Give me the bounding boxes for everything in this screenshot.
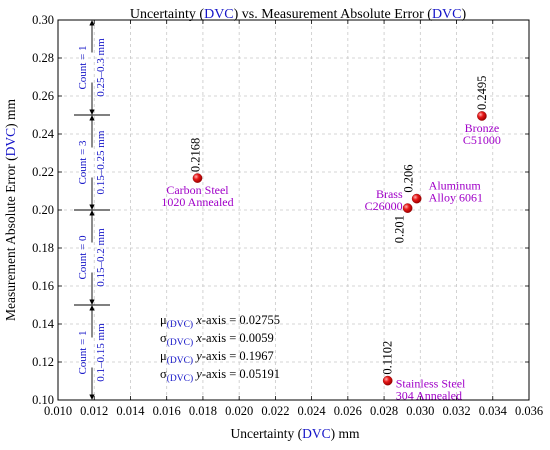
data-point-marker	[402, 203, 413, 213]
segment-range-label: 0.25–0.3 mm	[95, 38, 107, 97]
y-tick-label: 0.20	[32, 203, 54, 217]
x-tick-label: 0.014	[116, 404, 145, 418]
y-axis-label: Measurement Absolute Error (DVC) mm	[3, 99, 18, 321]
segment-count-label: Count = 1	[77, 330, 89, 374]
segment-count-label: Count = 3	[77, 140, 89, 185]
gridlines	[58, 20, 529, 400]
segment-count-label: Count = 1	[77, 45, 89, 89]
x-tick-label: 0.020	[225, 404, 253, 418]
y-tick-label: 0.10	[32, 393, 54, 407]
y-tick-label: 0.18	[32, 241, 54, 255]
data-point-marker	[382, 375, 393, 386]
data-point-name-label: C51000	[463, 133, 501, 147]
x-tick-label: 0.012	[80, 404, 108, 418]
y-tick-label: 0.12	[32, 355, 54, 369]
chart-title: Uncertainty (DVC) vs. Measurement Absolu…	[130, 7, 467, 22]
statistic-line: σ(DVC) x-axis = 0.0059	[160, 331, 274, 348]
x-axis-label: Uncertainty (DVC) mm	[231, 426, 360, 441]
x-tick-label: 0.032	[442, 404, 470, 418]
y-tick-label: 0.16	[32, 279, 54, 293]
data-point-name-label: 304 Annealed	[396, 389, 462, 403]
x-axis-ticks: 0.010 0.012 0.014 0.016 0.018 0.020 0.022 0.024…	[44, 20, 543, 418]
segment-range-label: 0.15–0.25 mm	[95, 130, 107, 194]
y-tick-label: 0.28	[32, 51, 54, 65]
data-point-value-label: 0.1102	[381, 341, 395, 375]
x-tick-label: 0.016	[153, 404, 181, 418]
data-point-name-label: C26000	[365, 199, 403, 213]
data-point-name-label: Brass	[376, 187, 403, 201]
y-tick-label: 0.22	[32, 165, 54, 179]
data-point-name-label: Alloy 6061	[429, 191, 483, 205]
statistic-line: σ(DVC) y-axis = 0.05191	[160, 367, 280, 384]
y-tick-label: 0.24	[32, 127, 55, 141]
statistic-line: μ(DVC) y-axis = 0.1967	[160, 349, 274, 366]
y-tick-label: 0.26	[32, 89, 54, 103]
data-point-value-label: 0.2495	[475, 76, 489, 110]
count-range-segments: Count = 1 0.25–0.3 mm Count = 3 0.15–0.25 m…	[74, 19, 110, 401]
segment-range-label: 0.1–0.15 mm	[95, 323, 107, 382]
data-point-marker	[192, 173, 203, 183]
statistic-line: μ(DVC) x-axis = 0.02755	[160, 313, 280, 330]
data-point-name-label: Stainless Steel	[396, 377, 466, 391]
data-point-value-label: 0.201	[393, 215, 407, 243]
x-tick-label: 0.026	[334, 404, 362, 418]
y-tick-label: 0.14	[32, 317, 55, 331]
x-tick-label: 0.010	[44, 404, 72, 418]
x-tick-label: 0.022	[261, 404, 289, 418]
data-point-name-label: Bronze	[465, 121, 500, 135]
y-axis-ticks: 0.10 0.12 0.14 0.16 0.18 0.20 0.22 0.24 0.26 0.28…	[32, 13, 529, 407]
data-point-name-label: 1020 Annealed	[161, 195, 233, 209]
x-tick-label: 0.034	[479, 404, 508, 418]
y-tick-label: 0.30	[32, 13, 54, 27]
data-point-marker	[411, 193, 422, 204]
data-point-name-label: Carbon Steel	[166, 183, 229, 197]
x-tick-label: 0.030	[406, 404, 434, 418]
segment-count-label: Count = 0	[77, 235, 89, 280]
segment-range-label: 0.15–0.2 mm	[95, 228, 107, 287]
x-tick-label: 0.024	[298, 404, 327, 418]
data-point-value-label: 0.2168	[188, 138, 202, 172]
data-point-value-label: 0.206	[402, 164, 416, 192]
data-point-name-label: Aluminum	[429, 179, 482, 193]
data-point-marker	[477, 111, 487, 121]
x-tick-label: 0.028	[370, 404, 398, 418]
x-tick-label: 0.036	[515, 404, 543, 418]
x-tick-label: 0.018	[189, 404, 217, 418]
